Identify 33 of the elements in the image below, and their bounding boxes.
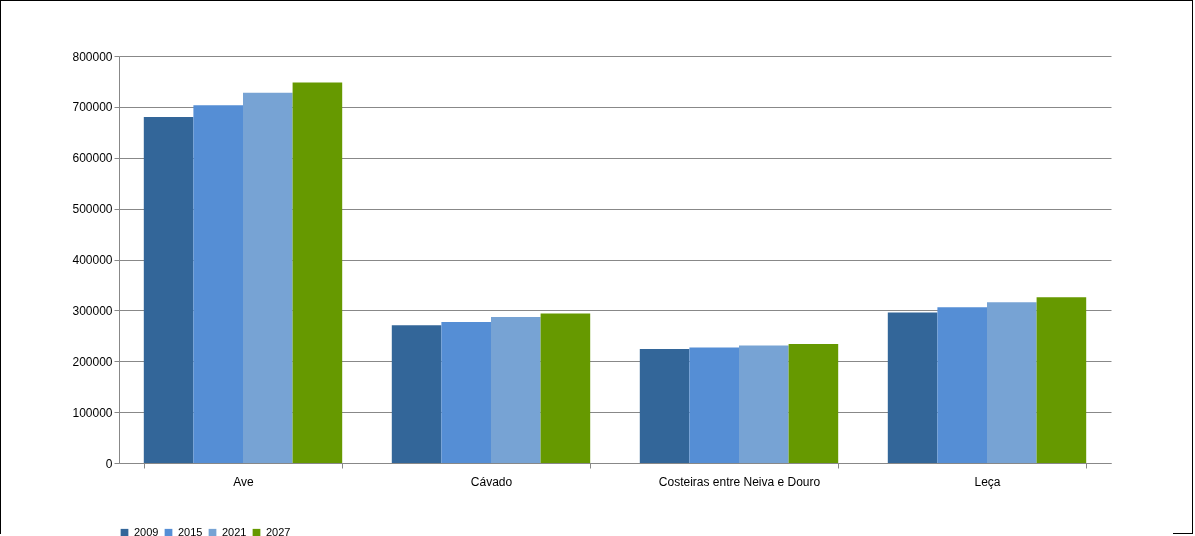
- bar: [1036, 297, 1087, 463]
- bar: [540, 313, 591, 463]
- y-tick-label: 500000: [72, 202, 113, 217]
- y-tick-label: 300000: [72, 303, 113, 318]
- bar: [788, 343, 839, 463]
- bar: [987, 302, 1037, 463]
- bar: [639, 349, 690, 463]
- legend-label: 2009: [134, 525, 159, 536]
- bar: [491, 316, 541, 463]
- bar: [143, 117, 194, 463]
- x-tick-label: Costeiras entre Neiva e Douro: [658, 474, 821, 489]
- bar: [689, 347, 739, 463]
- bar: [887, 312, 938, 463]
- bar: [391, 325, 442, 463]
- y-tick-label: 400000: [72, 253, 113, 267]
- legend-label: 2027: [266, 525, 291, 536]
- y-tick-label: 700000: [72, 100, 113, 115]
- y-tick-label: 600000: [72, 151, 113, 166]
- legend-label: 2015: [178, 525, 203, 536]
- y-tick-label: 0: [105, 456, 113, 471]
- bar: [193, 105, 243, 463]
- y-tick-label: 200000: [72, 354, 113, 369]
- y-tick-label: 100000: [72, 405, 113, 420]
- bar: [739, 345, 789, 463]
- x-tick-label: Cávado: [470, 474, 513, 489]
- bar: [937, 307, 987, 463]
- x-tick-label: Ave: [233, 474, 255, 489]
- bar: [243, 92, 293, 463]
- bar: [441, 322, 491, 463]
- x-tick-label: Leça: [974, 474, 1001, 489]
- bar: [292, 82, 343, 463]
- y-tick-label: 800000: [72, 49, 113, 64]
- legend-label: 2021: [222, 525, 247, 536]
